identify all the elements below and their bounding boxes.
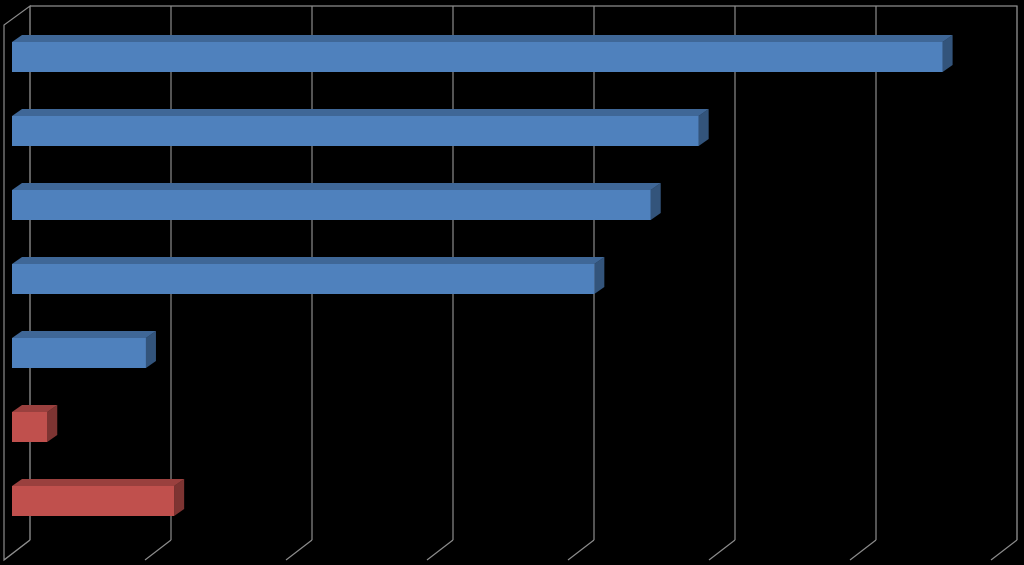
floor-grid-line <box>990 539 1018 561</box>
bar-top <box>12 35 953 42</box>
bar <box>12 257 605 294</box>
floor-grid-line <box>849 539 877 561</box>
floor-grid-line <box>144 539 172 561</box>
bar <box>12 35 953 72</box>
bar-top <box>12 331 156 338</box>
bar-side <box>145 331 156 368</box>
bar-side <box>698 109 709 146</box>
floor-grid-line <box>708 539 736 561</box>
bar-front <box>12 412 48 442</box>
bar-top <box>12 257 605 264</box>
floor-grid-line <box>426 539 454 561</box>
bar-top <box>12 479 185 486</box>
floor-grid-line <box>3 539 31 561</box>
bar-front <box>12 116 699 146</box>
bar <box>12 405 58 442</box>
bar-side <box>650 183 661 220</box>
bar-side <box>942 35 953 72</box>
bar-top <box>12 183 661 190</box>
bar-front <box>12 190 651 220</box>
bar <box>12 183 661 220</box>
bar-front <box>12 486 175 516</box>
bar <box>12 479 185 516</box>
bar-top <box>12 109 709 116</box>
bar-side <box>47 405 58 442</box>
bar-front <box>12 264 595 294</box>
bar-front <box>12 42 943 72</box>
bar <box>12 109 709 146</box>
bar-side <box>594 257 605 294</box>
bar <box>12 331 156 368</box>
bar-top <box>12 405 58 412</box>
floor-grid-line <box>567 539 595 561</box>
bar-side <box>174 479 185 516</box>
bar-front <box>12 338 146 368</box>
floor-grid-line <box>285 539 313 561</box>
